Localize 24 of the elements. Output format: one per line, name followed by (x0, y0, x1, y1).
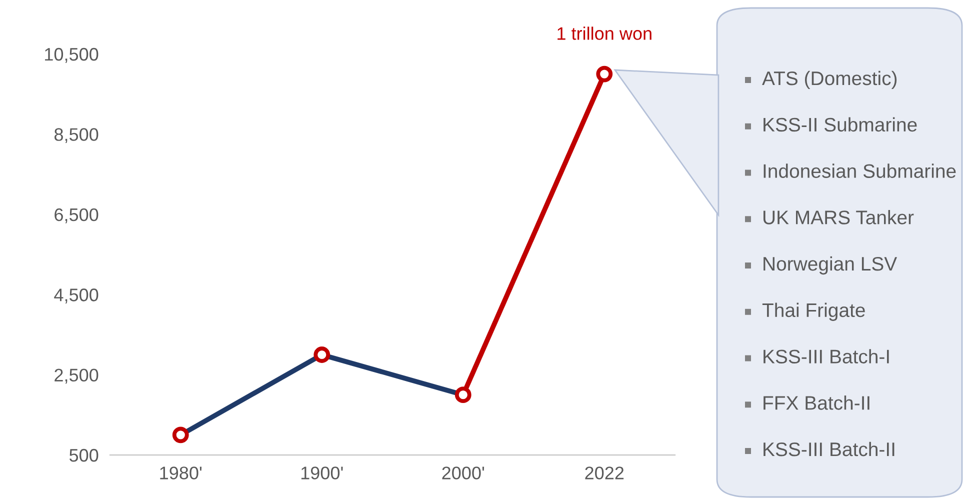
text: Indonesian Submarine (764, 164, 956, 178)
y-tick-label: 500 (69, 448, 98, 462)
text: ATS (Domestic) (762, 70, 897, 90)
x-tick-label: 1900' (301, 466, 343, 480)
text: KSS-III Batch-II (764, 442, 894, 456)
text: FFX Batch-II (764, 396, 870, 410)
text: UK MARS Tanker (764, 210, 914, 224)
y-tick-label: 2,500 (54, 368, 98, 384)
annotation: 1 trillon won (558, 26, 652, 40)
y-tick-label: 8,500 (54, 128, 98, 144)
point (596, 66, 613, 82)
text: KSS-II Submarine (764, 117, 917, 132)
text: Norwegian LSV (764, 256, 898, 275)
y-tick-label: 10,500 (45, 48, 98, 63)
x-tick-label: 1980' (160, 466, 202, 480)
text: Thai Frigate (762, 302, 865, 321)
text: KSS-III Batch-I (764, 349, 889, 364)
x-tick-label: 2000' (442, 466, 484, 480)
point (172, 426, 189, 444)
point (314, 346, 330, 363)
x-tick-label: 2022 (585, 466, 624, 480)
point (454, 386, 472, 404)
y-tick-label: 4,500 (54, 288, 98, 304)
y-tick-label: 6,500 (54, 208, 98, 224)
